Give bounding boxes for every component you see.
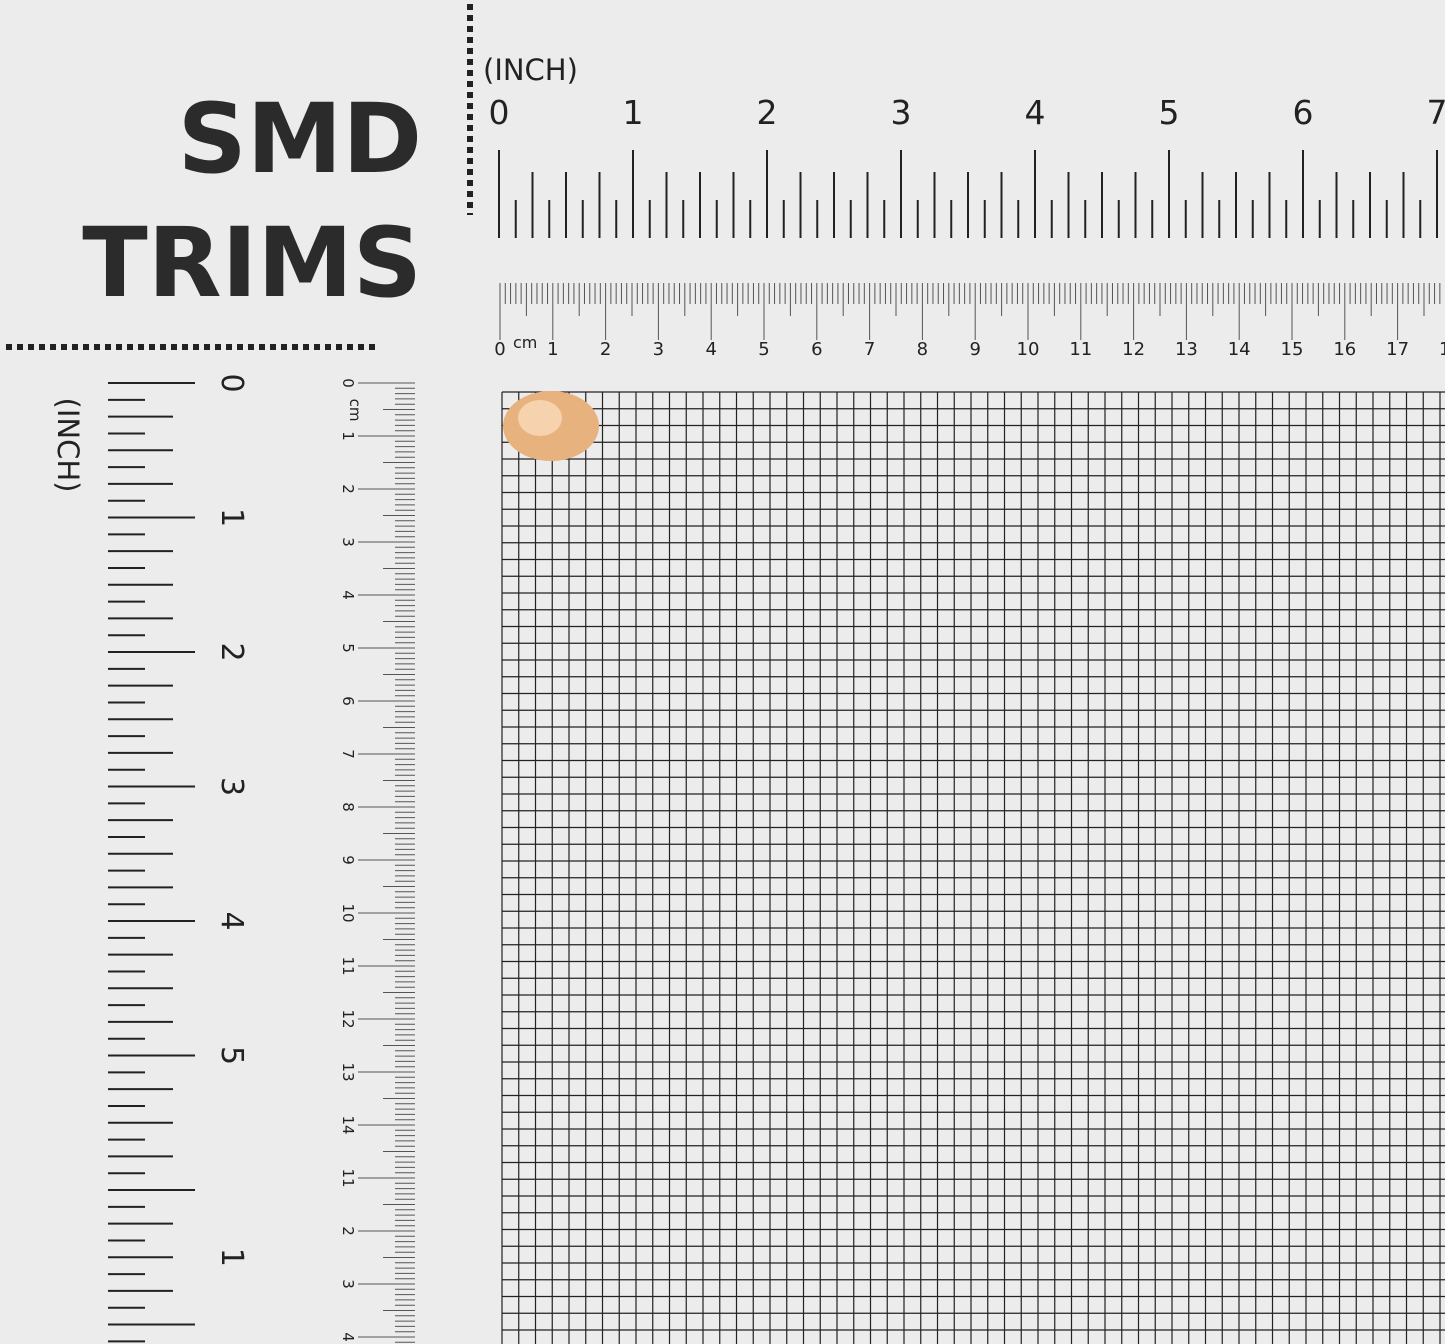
- tick-label: 6: [811, 339, 822, 360]
- tick-label: 2: [339, 484, 357, 494]
- tick-label: 3: [339, 1279, 357, 1289]
- grid: [501, 391, 1445, 1344]
- tick-label: 4: [339, 1332, 357, 1342]
- unit-label: (INCH): [51, 398, 85, 493]
- unit-label: (INCH): [483, 53, 578, 87]
- tick-label: 12: [339, 1009, 357, 1028]
- tick-label: 8: [917, 339, 928, 360]
- tick-label: 6: [1293, 93, 1314, 132]
- tick-label: 4: [705, 339, 716, 360]
- tick-label: 5: [214, 1046, 249, 1065]
- tick-label: 13: [339, 1062, 357, 1081]
- unit-label: cm: [513, 333, 537, 352]
- tick-label: 10: [1017, 339, 1040, 360]
- tick-label: 8: [339, 802, 357, 812]
- tick-label: 11: [339, 956, 357, 975]
- tick-label: 4: [339, 590, 357, 600]
- tick-label: 16: [1333, 339, 1356, 360]
- tick-label: 2: [339, 1226, 357, 1236]
- tick-label: 6: [339, 696, 357, 706]
- tick-label: 4: [214, 911, 249, 930]
- tick-label: 5: [1159, 93, 1180, 132]
- tick-label: 1: [214, 508, 249, 527]
- tick-label: 1: [623, 93, 644, 132]
- title: SMD: [178, 83, 422, 195]
- tick-label: 18: [1439, 339, 1445, 360]
- tick-label: 12: [1122, 339, 1145, 360]
- tick-label: 14: [1228, 339, 1251, 360]
- tick-label: 1: [547, 339, 558, 360]
- tick-label: 2: [214, 642, 249, 661]
- tick-label: 4: [1025, 93, 1046, 132]
- ruler-ticks: [108, 150, 1441, 1343]
- tick-label: 7: [864, 339, 875, 360]
- unit-label: cm: [346, 399, 364, 422]
- tick-label: 7: [1427, 93, 1445, 132]
- tick-label: 3: [653, 339, 664, 360]
- tick-label: 11: [1069, 339, 1092, 360]
- tick-label: 1: [339, 431, 357, 441]
- tick-label: 15: [1281, 339, 1304, 360]
- tick-label: 7: [339, 749, 357, 759]
- tick-label: 13: [1175, 339, 1198, 360]
- tick-label: 3: [339, 537, 357, 547]
- tick-label: 11: [339, 1168, 357, 1187]
- tick-label: 0: [494, 339, 505, 360]
- tick-label: 3: [891, 93, 912, 132]
- tick-label: 5: [339, 643, 357, 653]
- tick-label: 2: [757, 93, 778, 132]
- tick-label: 17: [1386, 339, 1409, 360]
- tick-label: 9: [339, 855, 357, 865]
- tick-label: 0: [339, 378, 357, 388]
- tick-label: 10: [339, 903, 357, 922]
- tick-label: 3: [214, 777, 249, 796]
- tick-label: 5: [758, 339, 769, 360]
- tick-label: 2: [600, 339, 611, 360]
- tick-label: 0: [489, 93, 510, 132]
- tick-label: 1: [214, 1248, 249, 1267]
- tick-label: 0: [214, 373, 249, 392]
- tick-label: 14: [339, 1115, 357, 1134]
- tick-label: 9: [969, 339, 980, 360]
- bead-highlight: [518, 400, 562, 436]
- title: TRIMS: [82, 207, 422, 319]
